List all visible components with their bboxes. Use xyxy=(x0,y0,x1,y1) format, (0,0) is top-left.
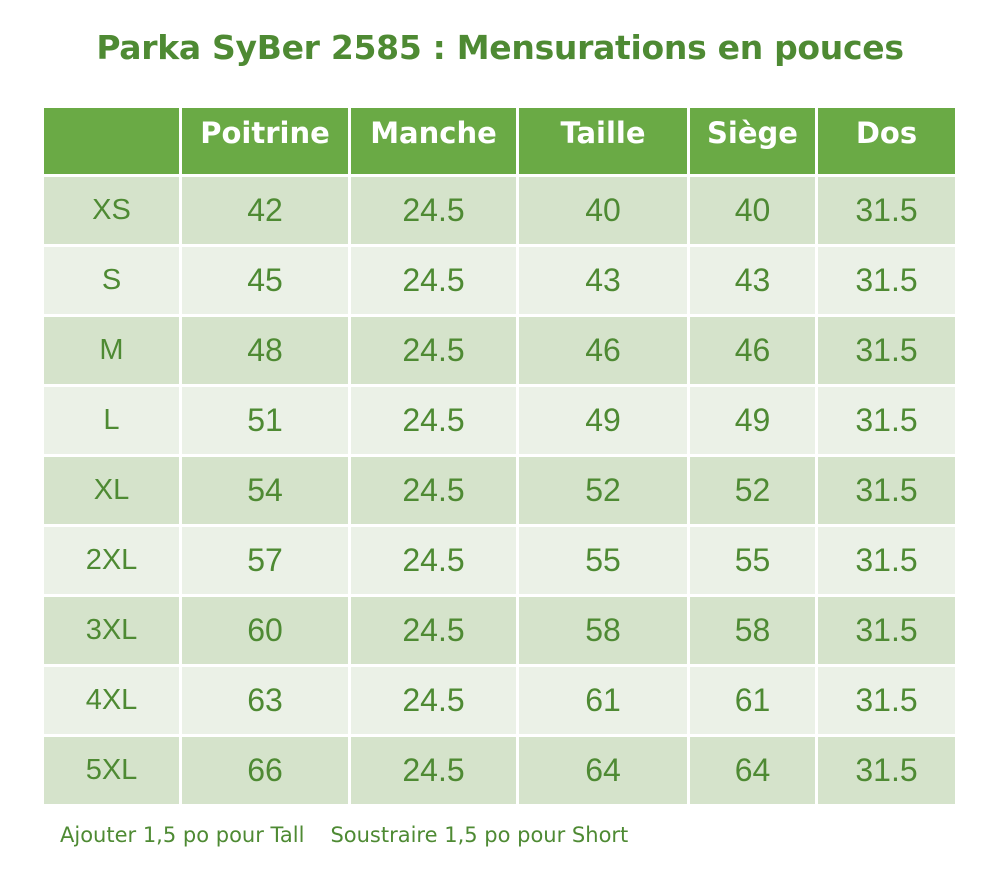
table-cell-size: 4XL xyxy=(44,667,179,734)
table-cell-taille: 43 xyxy=(519,247,687,314)
header-cell-poitrine: Poitrine xyxy=(182,108,348,174)
table-cell-poitrine: 42 xyxy=(182,177,348,244)
size-chart-table: Poitrine Manche Taille Siège Dos XS 42 24.… xyxy=(41,105,958,807)
table-cell-dos: 31.5 xyxy=(818,387,955,454)
footnote-short: Soustraire 1,5 po pour Short xyxy=(330,823,629,847)
table-cell-dos: 31.5 xyxy=(818,737,955,804)
table-cell-size: 2XL xyxy=(44,527,179,594)
table-cell-size: XL xyxy=(44,457,179,524)
table-cell-taille: 55 xyxy=(519,527,687,594)
table-cell-siege: 64 xyxy=(690,737,815,804)
header-cell-taille: Taille xyxy=(519,108,687,174)
table-cell-manche: 24.5 xyxy=(351,317,516,384)
table-cell-poitrine: 63 xyxy=(182,667,348,734)
table-cell-manche: 24.5 xyxy=(351,457,516,524)
table-cell-manche: 24.5 xyxy=(351,597,516,664)
table-cell-size: 5XL xyxy=(44,737,179,804)
header-cell-size xyxy=(44,108,179,174)
table-cell-poitrine: 57 xyxy=(182,527,348,594)
table-cell-poitrine: 48 xyxy=(182,317,348,384)
table-row: XL 54 24.5 52 52 31.5 xyxy=(44,457,955,524)
table-cell-manche: 24.5 xyxy=(351,737,516,804)
header-cell-siege: Siège xyxy=(690,108,815,174)
table-row: 2XL 57 24.5 55 55 31.5 xyxy=(44,527,955,594)
footnote-tall: Ajouter 1,5 po pour Tall xyxy=(60,823,305,847)
table-row: XS 42 24.5 40 40 31.5 xyxy=(44,177,955,244)
table-cell-size: XS xyxy=(44,177,179,244)
table-cell-size: 3XL xyxy=(44,597,179,664)
table-cell-siege: 52 xyxy=(690,457,815,524)
table-cell-siege: 61 xyxy=(690,667,815,734)
table-cell-dos: 31.5 xyxy=(818,317,955,384)
header-cell-manche: Manche xyxy=(351,108,516,174)
table-row: 4XL 63 24.5 61 61 31.5 xyxy=(44,667,955,734)
table-cell-siege: 55 xyxy=(690,527,815,594)
table-header-row: Poitrine Manche Taille Siège Dos xyxy=(44,108,955,174)
table-cell-dos: 31.5 xyxy=(818,527,955,594)
table-cell-siege: 49 xyxy=(690,387,815,454)
table-cell-poitrine: 45 xyxy=(182,247,348,314)
table-cell-taille: 49 xyxy=(519,387,687,454)
table-row: 5XL 66 24.5 64 64 31.5 xyxy=(44,737,955,804)
table-cell-taille: 46 xyxy=(519,317,687,384)
table-cell-manche: 24.5 xyxy=(351,177,516,244)
header-cell-dos: Dos xyxy=(818,108,955,174)
table-row: 3XL 60 24.5 58 58 31.5 xyxy=(44,597,955,664)
table-cell-siege: 40 xyxy=(690,177,815,244)
table-cell-size: S xyxy=(44,247,179,314)
table-cell-dos: 31.5 xyxy=(818,177,955,244)
table-row: S 45 24.5 43 43 31.5 xyxy=(44,247,955,314)
table-cell-size: M xyxy=(44,317,179,384)
table-cell-siege: 43 xyxy=(690,247,815,314)
table-cell-dos: 31.5 xyxy=(818,597,955,664)
page-title: Parka SyBer 2585 : Mensurations en pouce… xyxy=(96,28,904,67)
table-cell-manche: 24.5 xyxy=(351,667,516,734)
table-cell-manche: 24.5 xyxy=(351,247,516,314)
table-cell-manche: 24.5 xyxy=(351,527,516,594)
table-cell-taille: 40 xyxy=(519,177,687,244)
table-cell-manche: 24.5 xyxy=(351,387,516,454)
table-cell-size: L xyxy=(44,387,179,454)
table-cell-poitrine: 51 xyxy=(182,387,348,454)
table-cell-taille: 61 xyxy=(519,667,687,734)
table-cell-dos: 31.5 xyxy=(818,667,955,734)
table-row: M 48 24.5 46 46 31.5 xyxy=(44,317,955,384)
table-cell-siege: 58 xyxy=(690,597,815,664)
table-cell-dos: 31.5 xyxy=(818,247,955,314)
footnote: Ajouter 1,5 po pour Tall Soustraire 1,5 p… xyxy=(60,823,628,847)
table-cell-taille: 58 xyxy=(519,597,687,664)
table-cell-poitrine: 54 xyxy=(182,457,348,524)
table-row: L 51 24.5 49 49 31.5 xyxy=(44,387,955,454)
table-cell-poitrine: 66 xyxy=(182,737,348,804)
table-cell-siege: 46 xyxy=(690,317,815,384)
table-cell-taille: 64 xyxy=(519,737,687,804)
table-cell-taille: 52 xyxy=(519,457,687,524)
table-cell-poitrine: 60 xyxy=(182,597,348,664)
table-cell-dos: 31.5 xyxy=(818,457,955,524)
